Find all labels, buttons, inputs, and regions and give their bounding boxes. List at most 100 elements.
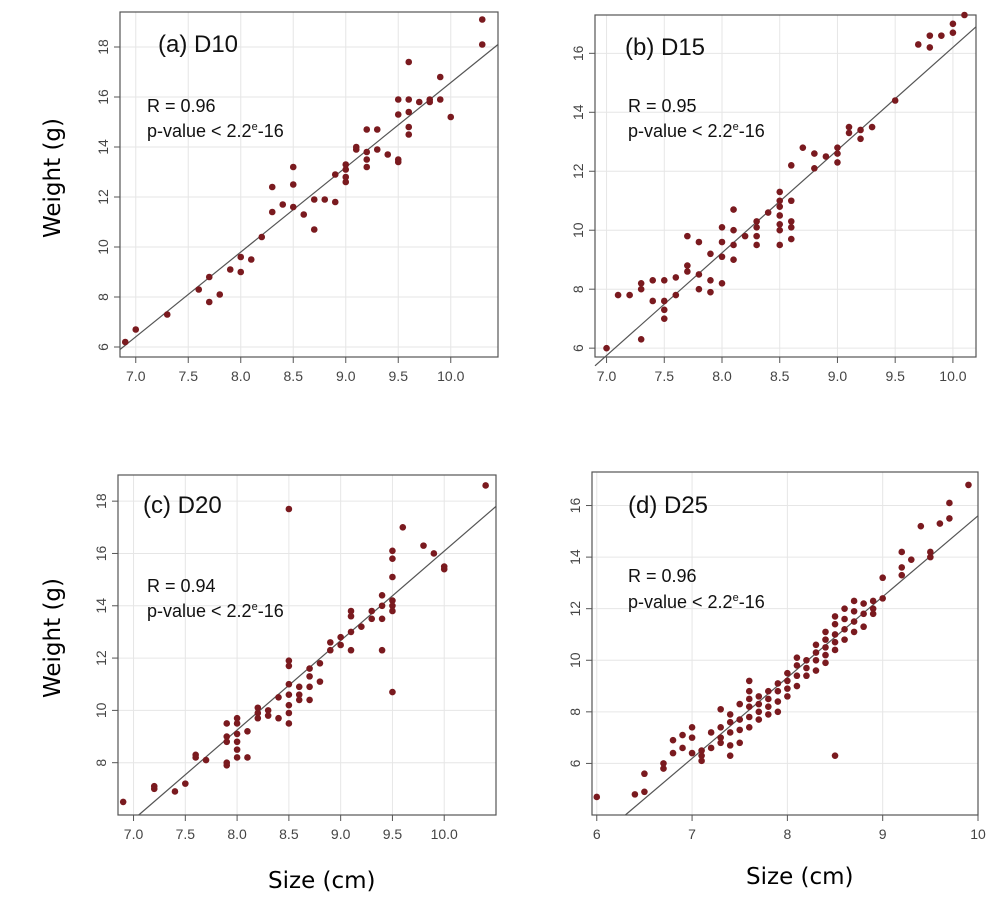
data-point xyxy=(860,623,867,631)
regression-line xyxy=(119,44,499,350)
data-point xyxy=(237,253,245,261)
data-point xyxy=(736,716,744,723)
data-point xyxy=(753,232,760,240)
data-point xyxy=(718,253,726,261)
data-point xyxy=(669,749,677,757)
data-point xyxy=(803,656,810,664)
data-point xyxy=(405,123,413,131)
data-point xyxy=(745,713,753,721)
x-tick-label: 9 xyxy=(879,826,887,842)
y-tick-label: 6 xyxy=(567,759,583,767)
data-point xyxy=(289,181,297,188)
data-point xyxy=(774,680,782,687)
data-point xyxy=(812,641,820,649)
data-point xyxy=(736,700,744,708)
data-point xyxy=(254,709,262,717)
data-point xyxy=(684,232,691,240)
data-point xyxy=(192,751,199,759)
data-point xyxy=(831,646,839,654)
data-point xyxy=(202,756,210,764)
data-point xyxy=(331,171,339,178)
y-tick-label: 18 xyxy=(95,39,111,55)
data-point xyxy=(430,550,438,557)
correlation-label: R = 0.95 xyxy=(628,96,697,116)
data-point xyxy=(949,20,957,28)
data-point xyxy=(119,798,127,806)
data-point xyxy=(331,198,339,206)
data-point xyxy=(626,291,633,299)
data-point xyxy=(478,16,486,23)
data-point xyxy=(378,615,386,623)
panel-label: (c) D20 xyxy=(143,492,222,519)
data-point xyxy=(717,734,724,741)
data-point xyxy=(845,129,853,137)
data-point xyxy=(216,291,224,298)
data-point xyxy=(776,212,784,219)
data-point xyxy=(764,209,772,216)
data-point xyxy=(841,605,848,612)
data-point xyxy=(774,687,782,695)
data-point xyxy=(195,286,203,293)
data-point xyxy=(812,667,820,674)
data-point xyxy=(420,542,427,549)
data-point xyxy=(741,232,749,240)
data-point xyxy=(857,135,864,143)
data-point xyxy=(132,326,140,333)
data-point xyxy=(368,607,376,615)
data-point xyxy=(822,628,829,636)
data-point xyxy=(316,678,324,685)
regression-line xyxy=(594,26,977,367)
data-point xyxy=(776,221,784,228)
data-point xyxy=(347,612,355,620)
y-tick-label: 12 xyxy=(93,650,109,666)
data-point xyxy=(927,553,934,561)
data-point xyxy=(254,714,262,722)
x-axis-title-right: Size (cm) xyxy=(746,864,854,890)
data-point xyxy=(268,183,276,191)
data-point xyxy=(378,602,386,610)
data-point xyxy=(394,156,402,163)
data-point xyxy=(378,646,386,654)
data-point xyxy=(182,780,189,787)
data-point xyxy=(237,268,245,276)
data-point xyxy=(233,730,241,738)
x-tick-label: 7 xyxy=(688,826,696,842)
data-point xyxy=(482,482,489,489)
data-point xyxy=(233,738,241,746)
data-point xyxy=(831,620,839,628)
data-point xyxy=(898,564,906,571)
data-point xyxy=(285,680,293,688)
data-point xyxy=(660,277,668,284)
x-tick-label: 8.5 xyxy=(284,368,304,384)
data-point xyxy=(730,241,737,249)
data-point xyxy=(285,720,293,727)
data-point xyxy=(730,206,737,213)
data-point xyxy=(793,672,801,680)
data-point xyxy=(831,638,839,646)
data-point xyxy=(637,279,645,287)
x-tick-label: 10.0 xyxy=(939,368,966,384)
data-point xyxy=(389,602,396,610)
data-point xyxy=(285,662,293,670)
data-point xyxy=(394,96,402,103)
data-point xyxy=(389,607,396,615)
y-tick-label: 6 xyxy=(570,344,586,352)
data-point xyxy=(631,791,639,798)
data-point xyxy=(753,218,760,225)
data-point xyxy=(765,703,772,710)
data-point xyxy=(223,738,231,746)
data-point xyxy=(822,153,830,160)
data-point xyxy=(936,520,944,527)
data-point xyxy=(415,98,423,106)
data-point xyxy=(285,657,293,664)
data-point xyxy=(718,279,726,287)
y-tick-label: 8 xyxy=(567,708,583,716)
data-point xyxy=(787,162,795,169)
data-point xyxy=(698,752,705,759)
data-point xyxy=(926,44,934,51)
y-tick-label: 8 xyxy=(95,293,111,301)
data-point xyxy=(289,203,297,211)
x-tick-label: 8.0 xyxy=(231,368,251,384)
data-point xyxy=(649,297,657,305)
